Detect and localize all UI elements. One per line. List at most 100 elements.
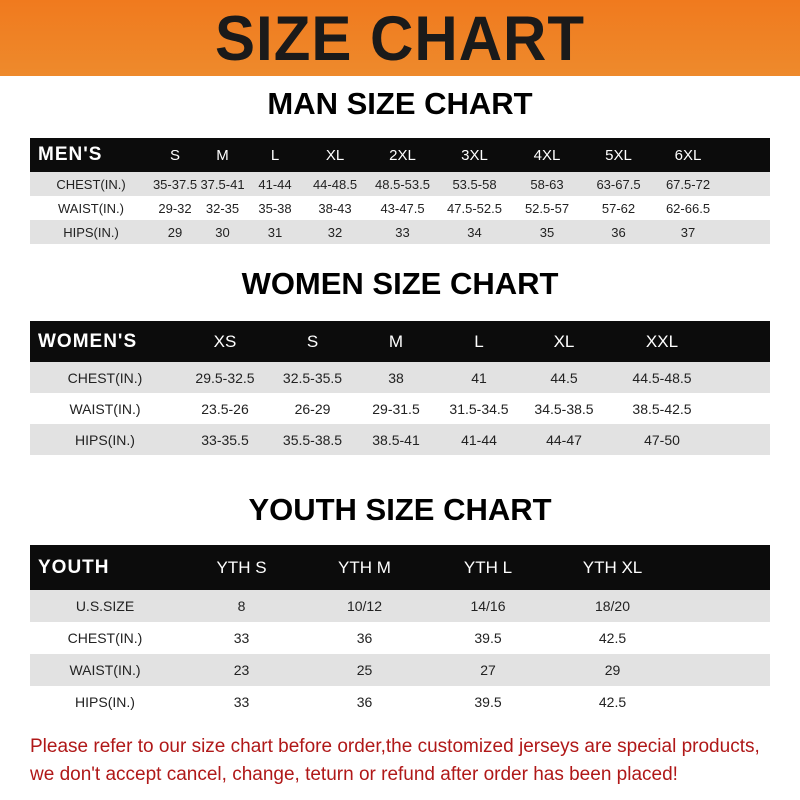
table-row: CHEST(IN.) 33 36 39.5 42.5: [30, 622, 770, 654]
table-cell: 8: [237, 598, 246, 614]
table-cell: 38.5-42.5: [632, 400, 692, 417]
youth-size-table: YOUTH YTH S YTH M YTH L YTH XL U.S.SIZE 8 10/12…: [30, 545, 770, 718]
size-header-cell: S: [169, 146, 180, 164]
table-cell: 26-29: [294, 400, 331, 417]
size-header-cell: 3XL: [461, 146, 488, 164]
table-cell: 23.5-26: [201, 400, 249, 417]
size-header-cell: 6XL: [674, 146, 702, 164]
table-cell: 29.5-32.5: [195, 369, 255, 386]
table-cell: 53.5-58: [452, 176, 497, 192]
size-header-cell: S: [306, 331, 319, 351]
table-cell: 37: [680, 224, 696, 240]
table-cell: 25: [356, 662, 373, 678]
table-row: CHEST(IN.) 29.5-32.5 32.5-35.5 38 41 44.5 44.5…: [30, 362, 770, 393]
size-header-cell: L: [270, 146, 280, 164]
table-cell: 37.5-41: [200, 176, 245, 192]
table-cell: 42.5: [598, 630, 627, 646]
header-row: WOMEN'S XS S M L XL XXL: [30, 321, 770, 362]
table-cell: 44-48.5: [312, 176, 358, 192]
table-title-cell: MEN'S: [38, 144, 103, 165]
size-header-cell: XL: [325, 146, 345, 164]
size-header-cell: XL: [553, 331, 575, 351]
size-header-cell: YTH S: [216, 557, 267, 577]
size-header-cell: XXL: [645, 331, 679, 351]
table-cell: 29: [604, 662, 621, 678]
size-header-cell: 5XL: [605, 146, 632, 164]
table-cell: 67.5-72: [665, 176, 711, 192]
table-cell: 57-62: [601, 200, 636, 216]
size-header-cell: L: [474, 331, 484, 351]
table-cell: 27: [480, 662, 496, 678]
table-cell: 47-50: [644, 431, 680, 448]
table-row: HIPS(IN.) 29 30 31 32 33 34 35 36 37: [30, 220, 770, 244]
table-cell: 41-44: [461, 431, 497, 448]
table-cell: 31.5-34.5: [449, 400, 509, 417]
notice-text: Please refer to our size chart before or…: [30, 733, 790, 789]
table-cell: 34: [467, 224, 482, 240]
table-cell: 32-35: [205, 200, 240, 216]
row-label: CHEST(IN.): [56, 176, 126, 192]
table-cell: 32: [327, 224, 343, 240]
table-cell: 30: [215, 224, 230, 240]
table-row: HIPS(IN.) 33-35.5 35.5-38.5 38.5-41 41-44 44-…: [30, 424, 770, 455]
row-label: HIPS(IN.): [75, 694, 135, 710]
women-size-table: WOMEN'S XS S M L XL XXL CHEST(IN.) 29.5-32.5 32.5…: [30, 321, 770, 455]
table-row: WAIST(IN.) 23 25 27 29: [30, 654, 770, 686]
table-row: WAIST(IN.) 23.5-26 26-29 29-31.5 31.5-34.5 34…: [30, 393, 770, 424]
size-header-cell: 2XL: [389, 146, 416, 164]
table-cell: 34.5-38.5: [534, 400, 594, 417]
notice-line-2: we don't accept cancel, change, teturn o…: [30, 764, 678, 785]
table-cell: 35.5-38.5: [282, 431, 343, 448]
table-cell: 43-47.5: [380, 200, 425, 216]
row-label: U.S.SIZE: [75, 598, 135, 614]
table-cell: 39.5: [474, 630, 502, 646]
table-title-cell: WOMEN'S: [38, 330, 138, 352]
table-cell: 18/20: [594, 598, 631, 614]
table-cell: 33: [233, 630, 250, 646]
size-header-cell: YTH L: [463, 557, 513, 577]
header-row: MEN'S S M L XL 2XL 3XL 4XL 5XL 6XL: [30, 138, 770, 172]
table-cell: 44.5: [550, 369, 578, 386]
row-label: CHEST(IN.): [67, 630, 143, 646]
table-cell: 14/16: [470, 598, 506, 614]
row-label: WAIST(IN.): [58, 200, 124, 216]
table-cell: 36: [611, 224, 626, 240]
size-header-cell: YTH M: [338, 557, 391, 577]
table-cell: 32.5-35.5: [282, 369, 343, 386]
table-cell: 52.5-57: [524, 200, 570, 216]
table-cell: 29-32: [158, 200, 192, 216]
size-header-cell: YTH XL: [582, 557, 643, 577]
table-cell: 29: [167, 224, 183, 240]
table-cell: 31: [267, 224, 283, 240]
table-row: U.S.SIZE 8 10/12 14/16 18/20: [30, 590, 770, 622]
row-label: HIPS(IN.): [63, 224, 119, 240]
header-row: YOUTH YTH S YTH M YTH L YTH XL: [30, 545, 770, 590]
table-cell: 41: [471, 369, 487, 386]
men-size-table: MEN'S S M L XL 2XL 3XL 4XL 5XL 6XL CHEST(IN.) 35-37…: [30, 138, 770, 244]
table-row: WAIST(IN.) 29-32 32-35 35-38 38-43 43-47.5 47.…: [30, 196, 770, 220]
table-cell: 44-47: [546, 431, 582, 448]
table-cell: 10/12: [346, 598, 383, 614]
table-cell: 42.5: [598, 694, 627, 710]
row-label: WAIST(IN.): [69, 662, 141, 678]
notice-line-1: Please refer to our size chart before or…: [30, 736, 760, 757]
table-cell: 33: [233, 694, 250, 710]
women-section-title: WOMEN SIZE CHART: [241, 266, 559, 301]
table-cell: 48.5-53.5: [375, 176, 430, 192]
table-cell: 38-43: [318, 200, 352, 216]
table-row: CHEST(IN.) 35-37.5 37.5-41 41-44 44-48.5 48.5…: [30, 172, 770, 196]
table-cell: 63-67.5: [596, 176, 641, 192]
table-cell: 35: [539, 224, 555, 240]
table-row: HIPS(IN.) 33 36 39.5 42.5: [30, 686, 770, 718]
table-cell: 38: [388, 369, 404, 386]
table-cell: 58-63: [530, 176, 564, 192]
size-header-cell: XS: [213, 331, 237, 351]
table-cell: 35-38: [258, 200, 292, 216]
table-cell: 38.5-41: [372, 431, 420, 448]
banner: SIZE CHART: [0, 0, 800, 76]
row-label: WAIST(IN.): [69, 400, 141, 417]
table-cell: 36: [356, 694, 373, 710]
table-cell: 39.5: [474, 694, 502, 710]
youth-section-title: YOUTH SIZE CHART: [248, 492, 552, 527]
table-cell: 29-31.5: [372, 400, 420, 417]
